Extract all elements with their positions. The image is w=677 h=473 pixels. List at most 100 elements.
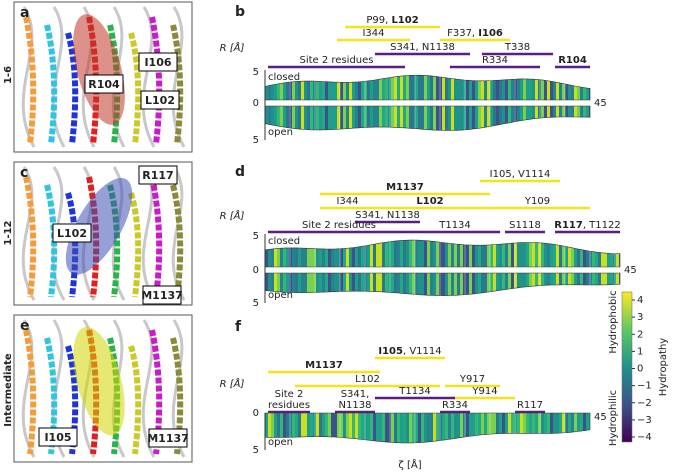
hydropathy-stripe <box>550 240 554 296</box>
residue-text: Y917 <box>459 374 485 385</box>
profile-panel: d R [Å] I105, V1114 M1137 I344 L102 Y109 S341, … <box>220 164 637 309</box>
hydropathy-stripe <box>283 240 287 296</box>
residue-segment: R117 <box>517 400 543 411</box>
hydropathy-stripe <box>460 75 464 131</box>
hydropathy-stripe <box>421 240 425 296</box>
label-box <box>84 74 124 94</box>
hydropathy-stripe <box>322 413 326 443</box>
hydropathy-stripe <box>307 413 311 443</box>
hydropathy-stripe <box>376 75 380 131</box>
residue-text: I344 <box>336 196 358 207</box>
helix <box>128 345 142 455</box>
residue-segment: M1137 <box>386 182 424 193</box>
hydropathy-stripe <box>418 240 422 296</box>
profile-outline <box>264 412 591 444</box>
hydropathy-stripe <box>298 413 302 443</box>
hydropathy-stripe <box>442 75 446 131</box>
hydropathy-stripe <box>406 413 410 443</box>
hydropathy-stripe <box>502 413 506 443</box>
hydropathy-stripe <box>574 413 578 443</box>
hydropathy-stripe <box>472 413 476 443</box>
residue-segment: , T1122 <box>583 220 621 231</box>
hydropathy-stripe <box>451 75 455 131</box>
pore-volume <box>65 178 133 275</box>
label-box <box>38 427 78 447</box>
hydropathy-stripe <box>460 413 464 443</box>
hydropathy-stripe <box>589 75 590 131</box>
axis-label: R [Å] <box>220 209 245 222</box>
hydropathy-stripe <box>295 240 299 296</box>
hydropathy-stripe <box>496 413 500 443</box>
hydropathy-stripe <box>385 75 389 131</box>
hydropathy-stripe <box>475 240 479 296</box>
pore-volume <box>73 326 125 436</box>
hydropathy-stripe <box>577 413 581 443</box>
hydropathy-stripe <box>511 75 515 131</box>
hydropathy-stripe <box>553 413 557 443</box>
hydropathy-stripe <box>439 413 443 443</box>
residue-segment: R104 <box>558 55 587 66</box>
residue-text: T338 <box>504 42 530 53</box>
colorbar-low: Hydrophilic <box>608 390 619 446</box>
hydropathy-stripe <box>379 413 383 443</box>
hydropathy-stripe <box>562 413 566 443</box>
pore-volume <box>73 14 125 125</box>
hydropathy-stripe <box>286 75 290 131</box>
hydropathy-stripe <box>523 75 527 131</box>
structure-panel: a R104 I106 L102 <box>13 1 193 153</box>
profile-fill <box>265 413 590 443</box>
residue-label: I106 <box>144 56 171 69</box>
residue-text: R334 <box>442 400 468 411</box>
colorbar: 4 3 2 1 0 −1 −2 −3 −4 Hydrophobic Hydrophilic Hydro… <box>608 290 669 446</box>
backbone-coil <box>21 319 36 458</box>
y-tick-label: 0 <box>253 98 259 109</box>
hydropathy-stripe <box>547 240 551 296</box>
panel-letter: e <box>20 318 30 334</box>
hydropathy-stripe <box>445 75 449 131</box>
helix <box>65 345 79 455</box>
x-axis-label: ζ [Å] <box>398 458 421 471</box>
hydropathy-stripe <box>397 413 401 443</box>
hydropathy-stripe <box>457 75 461 131</box>
hydropathy-stripe <box>313 413 317 443</box>
structure-panel: e I105 M1137 <box>13 314 193 463</box>
hydropathy-stripe <box>289 413 293 443</box>
row-label: Intermediate <box>3 353 14 427</box>
profile-panel: b R [Å] P99, L102 I344 F337, I106 S341, N1138… <box>220 4 607 146</box>
hydropathy-stripe <box>382 75 386 131</box>
hydropathy-stripe <box>451 413 455 443</box>
hydropathy-stripe <box>454 413 458 443</box>
hydropathy-stripe <box>286 240 290 296</box>
panel-letter: f <box>235 319 242 335</box>
state-label: closed <box>268 72 300 83</box>
residue-segment: T1134 <box>398 386 431 397</box>
y-tick-label: 5 <box>253 445 259 456</box>
hydropathy-stripe <box>337 413 341 443</box>
hydropathy-stripe <box>424 413 428 443</box>
residue-text: R117, T1122 <box>554 220 621 231</box>
hydropathy-stripe <box>397 240 401 296</box>
helix <box>23 329 37 455</box>
hydropathy-stripe <box>502 240 506 296</box>
label-box <box>148 428 188 448</box>
residue-segment: Y917 <box>459 374 485 385</box>
profile-outline <box>264 239 621 296</box>
hydropathy-stripe <box>274 413 278 443</box>
hydropathy-stripe <box>445 413 449 443</box>
y-tick-label: 5 <box>253 135 259 146</box>
residue-segment: Y109 <box>524 196 550 207</box>
hydropathy-stripe <box>481 240 485 296</box>
residue-segment: S341, N1138 <box>390 42 455 53</box>
hydropathy-stripe <box>490 413 494 443</box>
colorbar-tick-label: 1 <box>637 346 643 357</box>
hydropathy-stripe <box>493 240 497 296</box>
hydropathy-stripe <box>349 413 353 443</box>
helix <box>149 329 163 455</box>
hydropathy-stripe <box>400 240 404 296</box>
panel-letter: a <box>20 5 29 21</box>
residue-segment: M1137 <box>305 360 343 371</box>
hydropathy-stripe <box>526 75 530 131</box>
residue-text: M1137 <box>305 360 343 371</box>
hydropathy-stripe <box>433 413 437 443</box>
